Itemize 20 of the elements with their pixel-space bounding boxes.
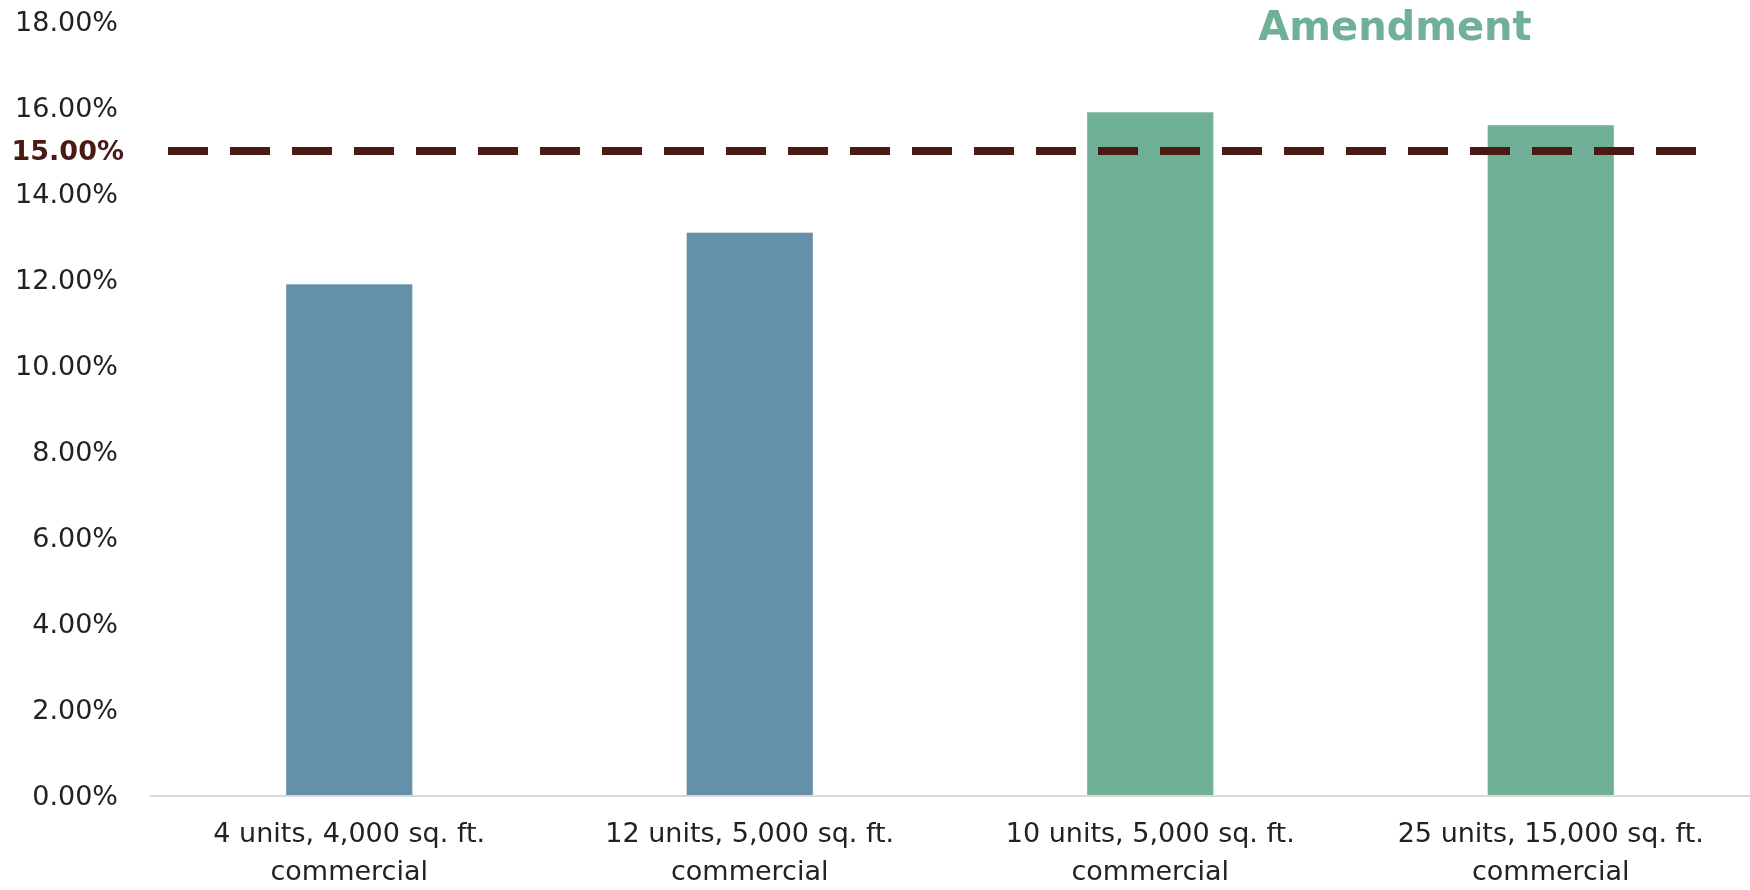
y-tick-label: 0.00% — [32, 780, 118, 812]
bar — [286, 284, 413, 796]
y-tick-label: 2.00% — [32, 694, 118, 726]
y-tick-label: 18.00% — [15, 6, 118, 38]
x-tick-label: 12 units, 5,000 sq. ft. commercial — [605, 817, 895, 886]
y-tick-label: 6.00% — [32, 522, 118, 554]
y-tick-label: 8.00% — [32, 436, 118, 468]
x-tick-label: 25 units, 15,000 sq. ft. commercial — [1397, 817, 1704, 886]
ref-line-label: 15.00% — [11, 135, 124, 167]
x-tick-label: 10 units, 5,000 sq. ft. commercial — [1005, 817, 1295, 886]
annotation: Amendment — [1258, 3, 1532, 49]
y-tick-label: 16.00% — [15, 92, 118, 124]
bar — [1087, 112, 1214, 796]
bar — [686, 232, 813, 796]
bar — [1487, 125, 1614, 796]
y-tick-label: 14.00% — [15, 178, 118, 210]
y-tick-label: 4.00% — [32, 608, 118, 640]
y-tick-label: 12.00% — [15, 264, 118, 296]
y-tick-label: 10.00% — [15, 350, 118, 382]
x-tick-label: 4 units, 4,000 sq. ft. commercial — [213, 817, 486, 886]
